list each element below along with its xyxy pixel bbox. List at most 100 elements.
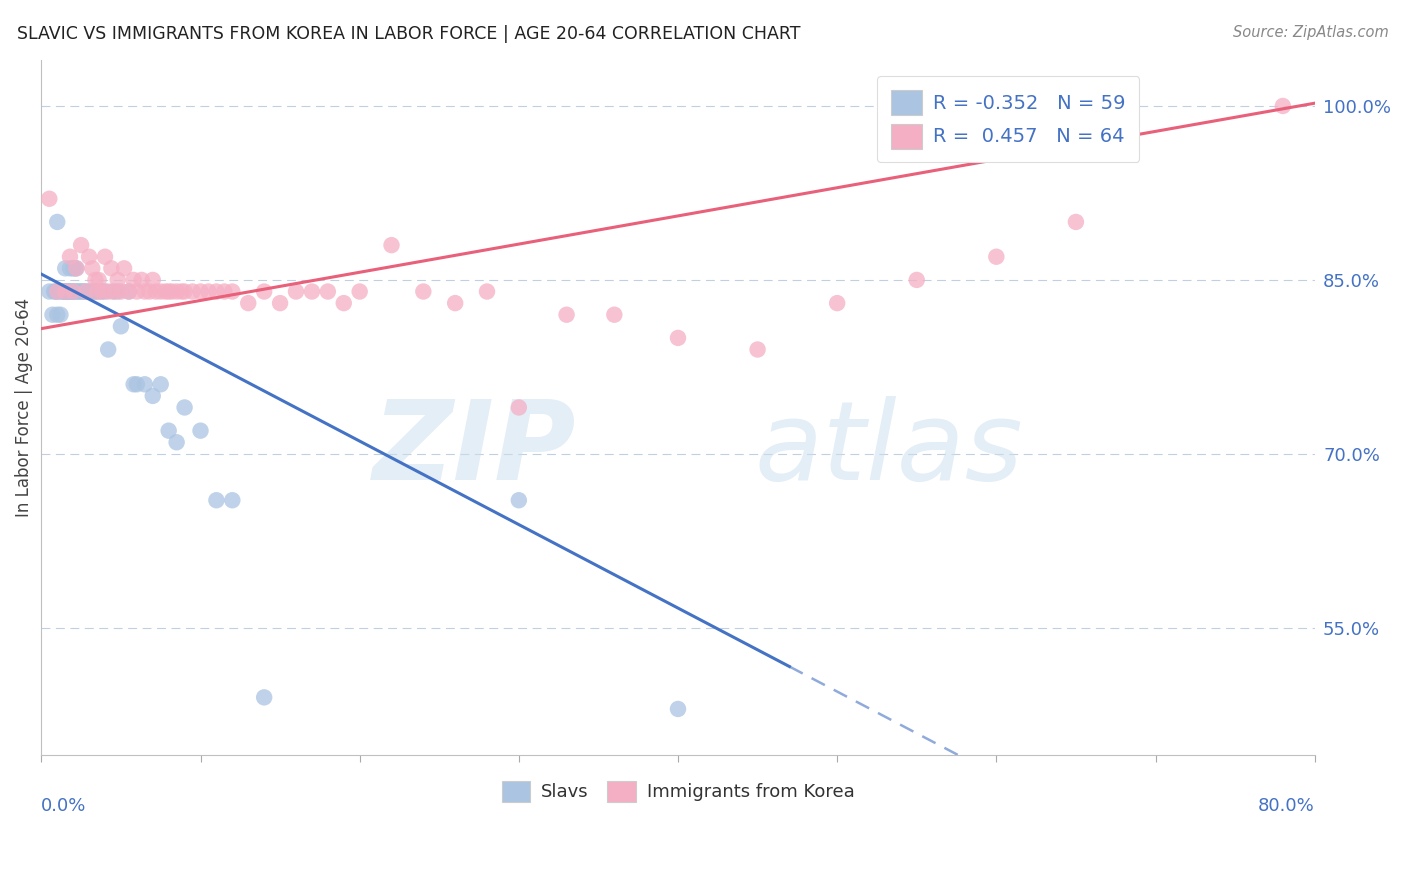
Point <box>173 401 195 415</box>
Point <box>138 285 160 299</box>
Point <box>110 319 132 334</box>
Point <box>46 285 69 299</box>
Point <box>149 285 172 299</box>
Point <box>157 424 180 438</box>
Point <box>100 261 122 276</box>
Point <box>301 285 323 299</box>
Point <box>65 261 87 276</box>
Point <box>380 238 402 252</box>
Point <box>131 273 153 287</box>
Point <box>53 285 76 299</box>
Point <box>42 285 65 299</box>
Point <box>86 285 108 299</box>
Point <box>205 285 228 299</box>
Text: ZIP: ZIP <box>373 396 576 503</box>
Point <box>70 238 93 252</box>
Point <box>986 250 1008 264</box>
Point <box>90 285 112 299</box>
Point <box>149 377 172 392</box>
Point <box>316 285 339 299</box>
Point <box>825 296 848 310</box>
Point <box>94 250 117 264</box>
Point <box>97 343 120 357</box>
Point <box>83 285 105 299</box>
Point <box>170 285 193 299</box>
Point <box>666 702 689 716</box>
Text: SLAVIC VS IMMIGRANTS FROM KOREA IN LABOR FORCE | AGE 20-64 CORRELATION CHART: SLAVIC VS IMMIGRANTS FROM KOREA IN LABOR… <box>17 25 800 43</box>
Point <box>62 261 84 276</box>
Point <box>79 285 101 299</box>
Point <box>412 285 434 299</box>
Point <box>181 285 204 299</box>
Point <box>49 308 72 322</box>
Point <box>38 192 60 206</box>
Point <box>197 285 219 299</box>
Point <box>59 285 82 299</box>
Point <box>56 285 79 299</box>
Point <box>63 261 86 276</box>
Point <box>221 285 243 299</box>
Point <box>60 285 83 299</box>
Point <box>118 285 141 299</box>
Point <box>65 261 87 276</box>
Point <box>94 285 117 299</box>
Point <box>53 261 76 276</box>
Point <box>134 285 156 299</box>
Point <box>75 285 97 299</box>
Point <box>66 285 89 299</box>
Point <box>1064 215 1087 229</box>
Point <box>1271 99 1294 113</box>
Point <box>134 377 156 392</box>
Point <box>508 493 530 508</box>
Point <box>122 377 145 392</box>
Point <box>97 285 120 299</box>
Point <box>118 285 141 299</box>
Point <box>555 308 578 322</box>
Point <box>157 285 180 299</box>
Point <box>75 285 97 299</box>
Point <box>90 285 112 299</box>
Text: 80.0%: 80.0% <box>1258 797 1315 815</box>
Point <box>72 285 94 299</box>
Point <box>46 215 69 229</box>
Point <box>77 285 100 299</box>
Y-axis label: In Labor Force | Age 20-64: In Labor Force | Age 20-64 <box>15 298 32 517</box>
Point <box>70 285 93 299</box>
Point <box>666 331 689 345</box>
Point <box>112 261 135 276</box>
Point <box>101 285 124 299</box>
Point <box>59 250 82 264</box>
Point <box>53 285 76 299</box>
Point <box>145 285 167 299</box>
Point <box>155 285 177 299</box>
Point <box>69 285 91 299</box>
Point <box>173 285 195 299</box>
Point <box>269 296 291 310</box>
Point <box>62 285 84 299</box>
Point <box>603 308 626 322</box>
Point <box>45 285 67 299</box>
Point <box>84 285 107 299</box>
Point <box>332 296 354 310</box>
Point <box>107 285 129 299</box>
Point <box>73 285 96 299</box>
Point <box>444 296 467 310</box>
Point <box>285 285 308 299</box>
Point <box>253 690 276 705</box>
Point <box>160 285 183 299</box>
Point <box>166 285 188 299</box>
Point <box>190 424 212 438</box>
Point <box>508 401 530 415</box>
Point <box>238 296 260 310</box>
Point <box>52 285 75 299</box>
Point <box>475 285 498 299</box>
Point <box>51 285 73 299</box>
Point <box>87 273 110 287</box>
Point <box>84 273 107 287</box>
Point <box>46 308 69 322</box>
Point <box>110 285 132 299</box>
Point <box>46 285 69 299</box>
Text: atlas: atlas <box>755 396 1024 503</box>
Point <box>905 273 928 287</box>
Point <box>103 285 125 299</box>
